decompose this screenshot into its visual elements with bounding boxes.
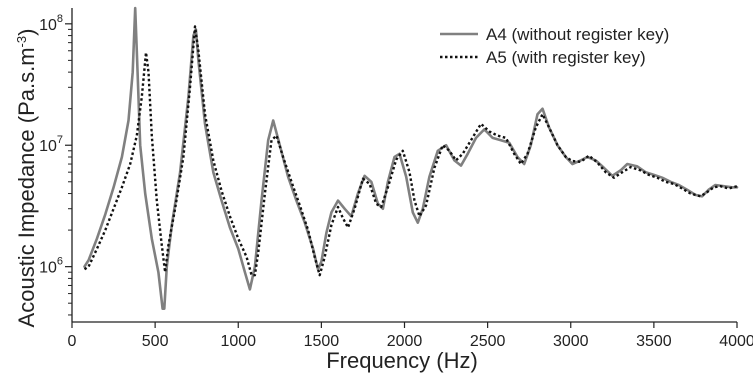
x-tick-label: 1500 <box>304 333 340 350</box>
y-axis-ticks: 106 107 108 <box>39 13 72 316</box>
x-tick-label: 500 <box>142 333 169 350</box>
x-axis-ticks: 0 500 1000 1500 2000 2500 3000 3500 4000 <box>68 322 753 350</box>
legend-label-a5: A5 (with register key) <box>486 48 646 67</box>
x-axis-title: Frequency (Hz) <box>326 348 478 373</box>
legend-label-a4: A4 (without register key) <box>486 25 669 44</box>
x-tick-label: 3000 <box>553 333 589 350</box>
y-tick-label: 106 <box>39 256 63 277</box>
x-tick-label: 2000 <box>387 333 423 350</box>
y-tick-label: 108 <box>39 13 63 34</box>
y-axis-title-close: ) <box>14 29 39 36</box>
y-axis-title-main: Acoustic Impedance (Pa.s.m <box>14 47 39 327</box>
legend: A4 (without register key) A5 (with regis… <box>440 25 669 67</box>
x-tick-label: 0 <box>68 333 77 350</box>
x-tick-label: 2500 <box>470 333 506 350</box>
x-tick-label: 4000 <box>719 333 753 350</box>
x-tick-label: 1000 <box>220 333 256 350</box>
y-tick-label: 107 <box>39 134 63 155</box>
y-axis-title: Acoustic Impedance (Pa.s.m-3) <box>14 29 39 328</box>
series-layer <box>83 6 739 310</box>
x-tick-label: 3500 <box>636 333 672 350</box>
series-a5-line <box>83 25 738 277</box>
y-axis-title-superscript: -3 <box>14 36 29 48</box>
